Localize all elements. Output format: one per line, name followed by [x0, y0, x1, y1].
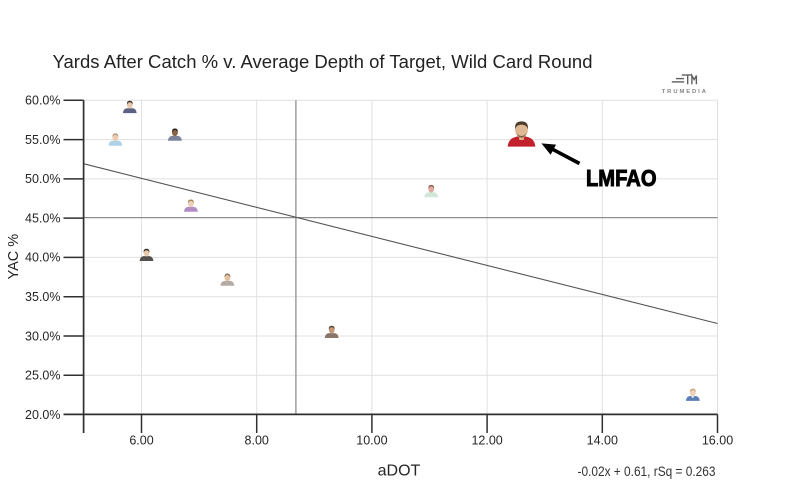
svg-text:YAC %: YAC %	[6, 234, 22, 280]
svg-text:aDOT: aDOT	[378, 463, 421, 480]
svg-text:16.00: 16.00	[702, 434, 733, 448]
svg-text:14.00: 14.00	[587, 434, 618, 448]
svg-text:-0.02x + 0.61, rSq = 0.263: -0.02x + 0.61, rSq = 0.263	[578, 464, 716, 479]
svg-text:Yards After Catch % v. Average: Yards After Catch % v. Average Depth of …	[53, 51, 593, 72]
svg-text:30.0%: 30.0%	[25, 329, 60, 343]
svg-text:45.0%: 45.0%	[25, 211, 60, 225]
svg-text:40.0%: 40.0%	[25, 251, 60, 265]
svg-text:20.0%: 20.0%	[25, 408, 60, 422]
svg-text:60.0%: 60.0%	[25, 94, 60, 108]
svg-text:55.0%: 55.0%	[25, 133, 60, 147]
svg-text:10.00: 10.00	[356, 434, 387, 448]
svg-text:8.00: 8.00	[245, 434, 269, 448]
svg-text:LMFAO: LMFAO	[586, 165, 657, 191]
svg-text:25.0%: 25.0%	[25, 369, 60, 383]
svg-text:35.0%: 35.0%	[25, 290, 60, 304]
svg-text:6.00: 6.00	[129, 434, 153, 448]
svg-text:12.00: 12.00	[471, 434, 502, 448]
svg-text:TRUMEDIA: TRUMEDIA	[662, 89, 708, 95]
svg-text:50.0%: 50.0%	[25, 172, 60, 186]
